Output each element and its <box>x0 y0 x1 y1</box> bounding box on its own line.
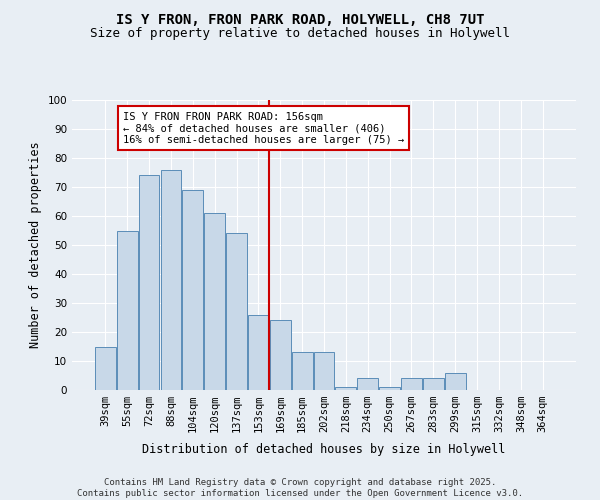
Bar <box>314 352 334 390</box>
Bar <box>379 387 400 390</box>
Bar <box>358 378 378 390</box>
Bar <box>161 170 181 390</box>
Bar <box>423 378 444 390</box>
Text: Contains HM Land Registry data © Crown copyright and database right 2025.
Contai: Contains HM Land Registry data © Crown c… <box>77 478 523 498</box>
Bar <box>95 346 116 390</box>
Bar <box>445 372 466 390</box>
Bar <box>292 352 313 390</box>
Text: Size of property relative to detached houses in Holywell: Size of property relative to detached ho… <box>90 28 510 40</box>
Text: IS Y FRON, FRON PARK ROAD, HOLYWELL, CH8 7UT: IS Y FRON, FRON PARK ROAD, HOLYWELL, CH8… <box>116 12 484 26</box>
Bar <box>335 387 356 390</box>
Y-axis label: Number of detached properties: Number of detached properties <box>29 142 42 348</box>
Bar <box>139 176 160 390</box>
Bar <box>182 190 203 390</box>
Bar <box>248 314 269 390</box>
Bar <box>117 230 137 390</box>
Bar <box>270 320 290 390</box>
Text: IS Y FRON FRON PARK ROAD: 156sqm
← 84% of detached houses are smaller (406)
16% : IS Y FRON FRON PARK ROAD: 156sqm ← 84% o… <box>123 112 404 145</box>
Bar <box>401 378 422 390</box>
Text: Distribution of detached houses by size in Holywell: Distribution of detached houses by size … <box>142 442 506 456</box>
Bar <box>226 234 247 390</box>
Bar <box>204 213 225 390</box>
